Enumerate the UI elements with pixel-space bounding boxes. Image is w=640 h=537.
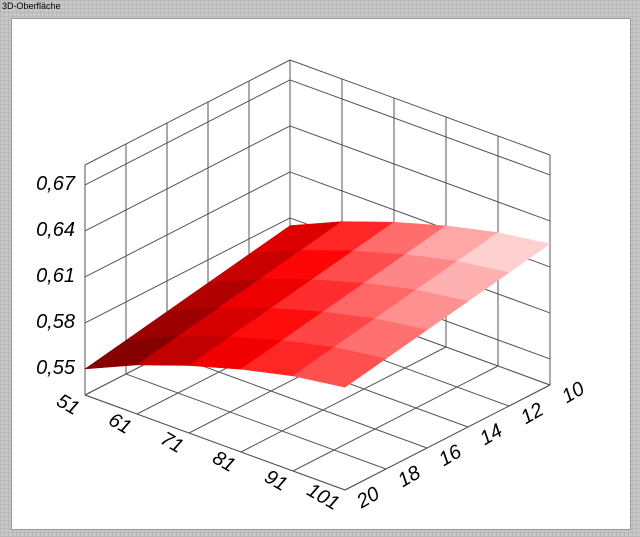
y-tick-label: 12 [517,399,547,429]
grid-line [292,365,499,472]
y-tick-label: 10 [558,378,588,408]
y-tick-label: 14 [476,420,506,450]
grid-line [125,373,387,470]
z-tick-label: 0,55 [36,357,76,379]
grid-line [289,125,551,222]
grid-line [166,352,428,449]
grid-line [84,394,346,491]
z-tick-label: 0,58 [36,311,75,333]
y-tick-label: 16 [435,440,466,471]
grid-line [289,79,551,176]
x-tick-label: 51 [53,390,83,420]
x-tick-label: 71 [157,428,187,458]
y-tick-label: 20 [352,483,383,514]
y-tick-label: 18 [394,462,424,492]
z-tick-label: 0,67 [36,173,76,195]
x-tick-label: 91 [261,466,291,496]
grid-line [84,79,291,186]
box-edge [84,59,291,166]
grid-line [84,171,291,278]
z-tick-label: 0,64 [36,219,75,241]
x-tick-label: 61 [105,409,135,439]
grid-line [344,384,551,491]
x-tick-label: 81 [209,447,239,477]
z-tick-label: 0,61 [36,265,75,287]
grid-line [240,346,447,453]
grid-line [84,125,291,232]
box-edge [289,59,551,156]
window-title: 3D-Oberfläche [2,1,61,11]
surface-patch [292,346,387,388]
x-tick-label: 101 [303,479,343,515]
grid-line [84,217,291,324]
